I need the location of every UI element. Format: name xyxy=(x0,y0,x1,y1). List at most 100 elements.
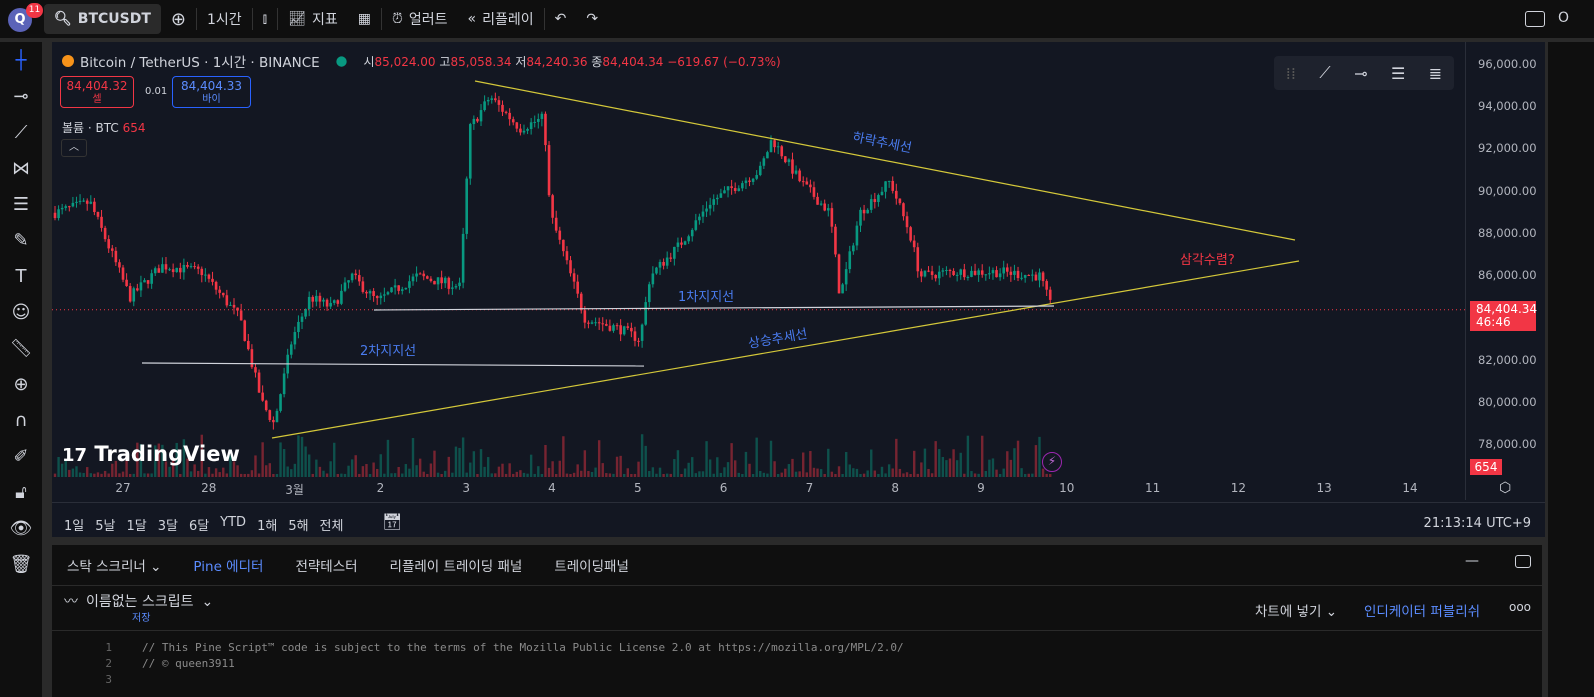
bottom-tab[interactable]: 리플레이 트레이딩 패널 xyxy=(389,559,523,575)
horizontal-line-icon[interactable]: ⊸ xyxy=(13,85,29,107)
volume-bar xyxy=(594,467,597,477)
range-7[interactable]: 5해 xyxy=(288,519,309,534)
range-1[interactable]: 5날 xyxy=(95,519,116,534)
volume-bar xyxy=(411,438,415,477)
candle-body xyxy=(315,295,318,302)
candle-body xyxy=(733,188,737,191)
collapse-legend-button[interactable]: ︿ xyxy=(61,139,87,157)
candle-body xyxy=(873,199,877,203)
ruler-icon[interactable]: 📏︎ xyxy=(9,337,33,359)
market-open-dot-icon: ● xyxy=(335,53,348,69)
volume-bar xyxy=(597,440,601,477)
volume-bar xyxy=(905,472,909,477)
indicators-button[interactable]: 📈︎ 지표 xyxy=(288,11,338,28)
range-4[interactable]: 6달 xyxy=(188,519,210,534)
lightning-icon[interactable]: ⚡︎ xyxy=(1042,452,1062,472)
range-0[interactable]: 1일 xyxy=(64,519,85,534)
calendar-icon[interactable]: 📅︎ xyxy=(382,512,403,531)
downtrend-line xyxy=(474,80,1296,241)
settings-icon[interactable]: ⬡ xyxy=(1499,480,1512,496)
volume-bar xyxy=(612,473,615,477)
volume-bar xyxy=(422,471,425,477)
pattern-icon[interactable]: ⋈ xyxy=(12,157,30,179)
trendline-icon[interactable]: ⟋ xyxy=(14,121,28,143)
interval-button[interactable]: 1시간 xyxy=(207,12,242,28)
volume-bar xyxy=(118,473,121,477)
bottom-tab[interactable]: 전략테스터 xyxy=(295,559,358,575)
range-6[interactable]: 1해 xyxy=(257,519,278,534)
range-5[interactable]: YTD xyxy=(220,515,247,530)
parallel-channel-icon[interactable]: ☰ xyxy=(1390,63,1406,83)
range-selector: 1일 5날 1달 3달 6달 YTD 1해 5해 전체 xyxy=(64,515,343,534)
bottom-tab[interactable]: 스탁 스크리너 ⌄ xyxy=(67,559,162,575)
candle-body xyxy=(773,140,776,148)
magnet-icon[interactable]: ∩ xyxy=(14,409,28,431)
publish-indicator-button[interactable]: 인디케이터 퍼블리쉬 xyxy=(1364,604,1481,620)
volume-bar xyxy=(601,463,604,477)
volume-bar xyxy=(898,468,902,477)
candle-body xyxy=(157,268,161,273)
range-2[interactable]: 1달 xyxy=(126,519,147,534)
emoji-icon[interactable]: ☺ xyxy=(11,301,31,323)
layouts-button[interactable]: ▦ xyxy=(348,4,381,34)
clock[interactable]: 21:13:14 UTC+9 xyxy=(1423,516,1531,531)
candle-body xyxy=(719,193,723,198)
chart-type-button[interactable]: ⫾ xyxy=(253,4,277,34)
volume-bar xyxy=(569,473,572,477)
undo-button[interactable]: ↶ xyxy=(545,4,577,34)
fib-icon[interactable]: ☰ xyxy=(12,193,30,215)
candle-body xyxy=(687,236,690,242)
sell-button[interactable]: 84,404.32 셀 xyxy=(60,76,134,108)
volume-bar xyxy=(465,472,468,477)
symbol-title[interactable]: Bitcoin / TetherUS · 1시간 · BINANCE xyxy=(80,55,320,71)
range-8[interactable]: 전체 xyxy=(319,519,344,534)
plus-circle-icon: ⊕ xyxy=(170,8,186,30)
candle-body xyxy=(433,281,436,285)
chart-panel[interactable]: 하락추세선 상승추세선 1차지지선 2차지지선 삼각수렴? Bitcoin / Teth… xyxy=(52,42,1545,537)
avatar[interactable]: Q 11 xyxy=(0,0,44,38)
eye-icon[interactable]: 👁︎ xyxy=(9,517,33,539)
volume-bar xyxy=(508,463,511,477)
script-title[interactable]: 〰 이름없는 스크립트 ⌄ xyxy=(64,594,214,610)
alert-button[interactable]: ⏰︎ 얼러트 xyxy=(391,11,448,28)
trendline-tool-icon[interactable]: ⟋ xyxy=(1319,63,1331,82)
volume-bar xyxy=(189,471,193,477)
drawing-floating-toolbar: ⁞⁞ ⟋ ⊸ ☰ ≣ xyxy=(1274,56,1454,90)
crosshair-icon[interactable]: ┼ xyxy=(15,49,27,71)
bottom-tab[interactable]: Pine 에디터 xyxy=(193,559,264,575)
code-editor[interactable]: 1// This Pine Script™ code is subject to… xyxy=(72,640,903,688)
brush-icon[interactable]: ✎ xyxy=(13,229,29,251)
add-to-chart-button[interactable]: 차트에 넣기 ⌄ xyxy=(1255,604,1338,620)
more-icon[interactable]: ooo xyxy=(1509,600,1532,614)
volume-bar xyxy=(723,467,726,477)
redo-button[interactable]: ↷ xyxy=(576,4,608,34)
right-sidebar xyxy=(1548,42,1594,697)
time-tick: 9 xyxy=(977,481,985,495)
price-axis[interactable]: 96,000.00 94,000.00 92,000.00 90,000.00 88,0… xyxy=(1465,42,1545,500)
candle-body xyxy=(257,372,261,393)
right-text: O xyxy=(1558,10,1570,26)
fullscreen-icon[interactable] xyxy=(1525,11,1545,27)
fib-channel-icon[interactable]: ≣ xyxy=(1428,63,1443,83)
candle-body xyxy=(289,344,293,355)
text-icon[interactable]: T xyxy=(15,265,27,287)
maximize-icon[interactable] xyxy=(1515,555,1531,568)
bottom-tab[interactable]: 트레이딩패널 xyxy=(554,559,629,575)
save-status[interactable]: 저장 xyxy=(132,613,151,624)
replay-button[interactable]: «리플레이 xyxy=(467,11,534,28)
candle-body xyxy=(544,113,547,146)
drag-handle-icon[interactable]: ⁞⁞ xyxy=(1285,63,1296,83)
symbol-search-button[interactable]: 🔍︎ BTCUSDT xyxy=(44,4,161,34)
candle-body xyxy=(587,322,590,324)
zoom-icon[interactable]: ⊕ xyxy=(13,373,29,395)
trash-icon[interactable]: 🗑︎ xyxy=(9,553,33,575)
minimize-icon[interactable]: — xyxy=(1465,553,1479,569)
range-3[interactable]: 3달 xyxy=(157,519,178,534)
pencil-lock-icon[interactable]: ✐ xyxy=(13,445,29,467)
lock-icon[interactable]: 🔓︎ xyxy=(15,481,27,503)
horizontal-ray-icon[interactable]: ⊸ xyxy=(1354,63,1368,83)
candle-body xyxy=(476,118,479,122)
buy-button[interactable]: 84,404.33 바이 xyxy=(172,76,251,108)
add-symbol-button[interactable]: ⊕ xyxy=(161,4,196,34)
